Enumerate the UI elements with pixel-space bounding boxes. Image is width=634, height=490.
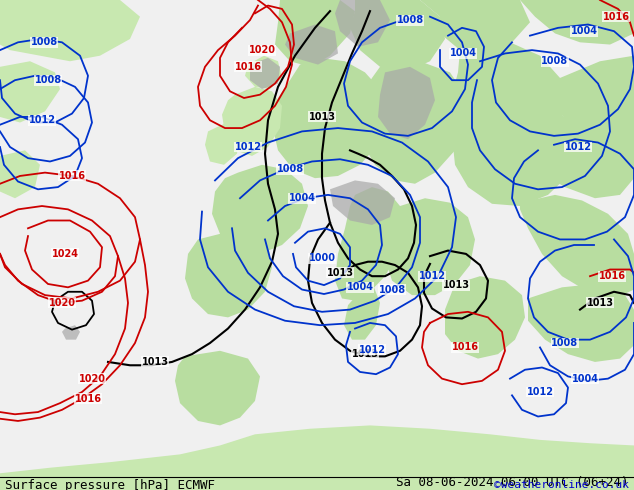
Polygon shape bbox=[335, 187, 405, 301]
Polygon shape bbox=[275, 0, 355, 67]
Text: 1004: 1004 bbox=[347, 282, 373, 293]
Text: 1016: 1016 bbox=[451, 343, 479, 352]
Text: 1012: 1012 bbox=[526, 387, 553, 397]
Text: 1012: 1012 bbox=[358, 344, 385, 355]
Polygon shape bbox=[0, 61, 60, 122]
Polygon shape bbox=[528, 284, 634, 362]
Text: 1013: 1013 bbox=[443, 280, 470, 290]
Text: 1016: 1016 bbox=[58, 171, 86, 181]
Polygon shape bbox=[520, 195, 634, 298]
Text: 1013: 1013 bbox=[351, 349, 378, 359]
Polygon shape bbox=[285, 24, 338, 65]
Text: 1000: 1000 bbox=[309, 253, 335, 263]
Text: ©weatheronline.co.uk: ©weatheronline.co.uk bbox=[494, 480, 629, 490]
Text: 1013: 1013 bbox=[141, 357, 169, 367]
Text: 1013: 1013 bbox=[586, 298, 614, 308]
Polygon shape bbox=[272, 58, 385, 178]
Text: 1013: 1013 bbox=[327, 268, 354, 278]
Polygon shape bbox=[452, 89, 575, 206]
Text: 1004: 1004 bbox=[571, 374, 598, 384]
Polygon shape bbox=[62, 325, 80, 340]
Polygon shape bbox=[445, 276, 525, 359]
Text: 1016: 1016 bbox=[75, 393, 101, 404]
Polygon shape bbox=[330, 180, 395, 225]
Text: 1012: 1012 bbox=[418, 271, 446, 281]
Text: 1024: 1024 bbox=[51, 249, 79, 259]
Text: 1016: 1016 bbox=[598, 271, 626, 281]
Text: 1016: 1016 bbox=[602, 12, 630, 22]
Polygon shape bbox=[185, 223, 272, 318]
Text: 1008: 1008 bbox=[541, 56, 569, 66]
Text: 1016: 1016 bbox=[235, 62, 261, 72]
Text: 1020: 1020 bbox=[249, 45, 276, 55]
Polygon shape bbox=[534, 145, 634, 198]
Polygon shape bbox=[350, 0, 445, 73]
Polygon shape bbox=[245, 56, 282, 89]
Polygon shape bbox=[335, 0, 390, 47]
Text: 1004: 1004 bbox=[288, 193, 316, 203]
Text: 1008: 1008 bbox=[30, 37, 58, 48]
Polygon shape bbox=[420, 0, 530, 56]
Text: Surface pressure [hPa] ECMWF: Surface pressure [hPa] ECMWF bbox=[5, 479, 215, 490]
Polygon shape bbox=[344, 287, 380, 340]
Polygon shape bbox=[358, 61, 468, 184]
Text: 1020: 1020 bbox=[48, 298, 75, 308]
Polygon shape bbox=[205, 120, 240, 165]
Text: 1008: 1008 bbox=[34, 75, 61, 85]
Polygon shape bbox=[212, 165, 308, 254]
Polygon shape bbox=[222, 87, 282, 156]
Text: 1020: 1020 bbox=[79, 374, 105, 384]
Polygon shape bbox=[520, 0, 634, 45]
Polygon shape bbox=[385, 198, 475, 295]
Text: 1008: 1008 bbox=[396, 15, 424, 25]
Text: 1012: 1012 bbox=[29, 115, 56, 125]
Polygon shape bbox=[0, 0, 140, 61]
Text: 1008: 1008 bbox=[276, 164, 304, 174]
Polygon shape bbox=[0, 425, 634, 490]
Text: 1008: 1008 bbox=[552, 338, 579, 348]
Polygon shape bbox=[0, 150, 40, 198]
Polygon shape bbox=[560, 106, 634, 187]
Polygon shape bbox=[378, 67, 435, 139]
Text: Sa 08-06-2024 06:00 UTC (06+24): Sa 08-06-2024 06:00 UTC (06+24) bbox=[396, 476, 629, 489]
Text: 1004: 1004 bbox=[571, 26, 597, 36]
Polygon shape bbox=[250, 58, 280, 89]
Text: 1008: 1008 bbox=[378, 285, 406, 294]
Text: 1013: 1013 bbox=[309, 112, 335, 122]
Text: 1012: 1012 bbox=[235, 142, 261, 152]
Text: 1012: 1012 bbox=[564, 142, 592, 152]
Text: 1004: 1004 bbox=[450, 49, 477, 58]
Polygon shape bbox=[450, 42, 565, 169]
Polygon shape bbox=[175, 351, 260, 425]
Polygon shape bbox=[555, 56, 634, 145]
